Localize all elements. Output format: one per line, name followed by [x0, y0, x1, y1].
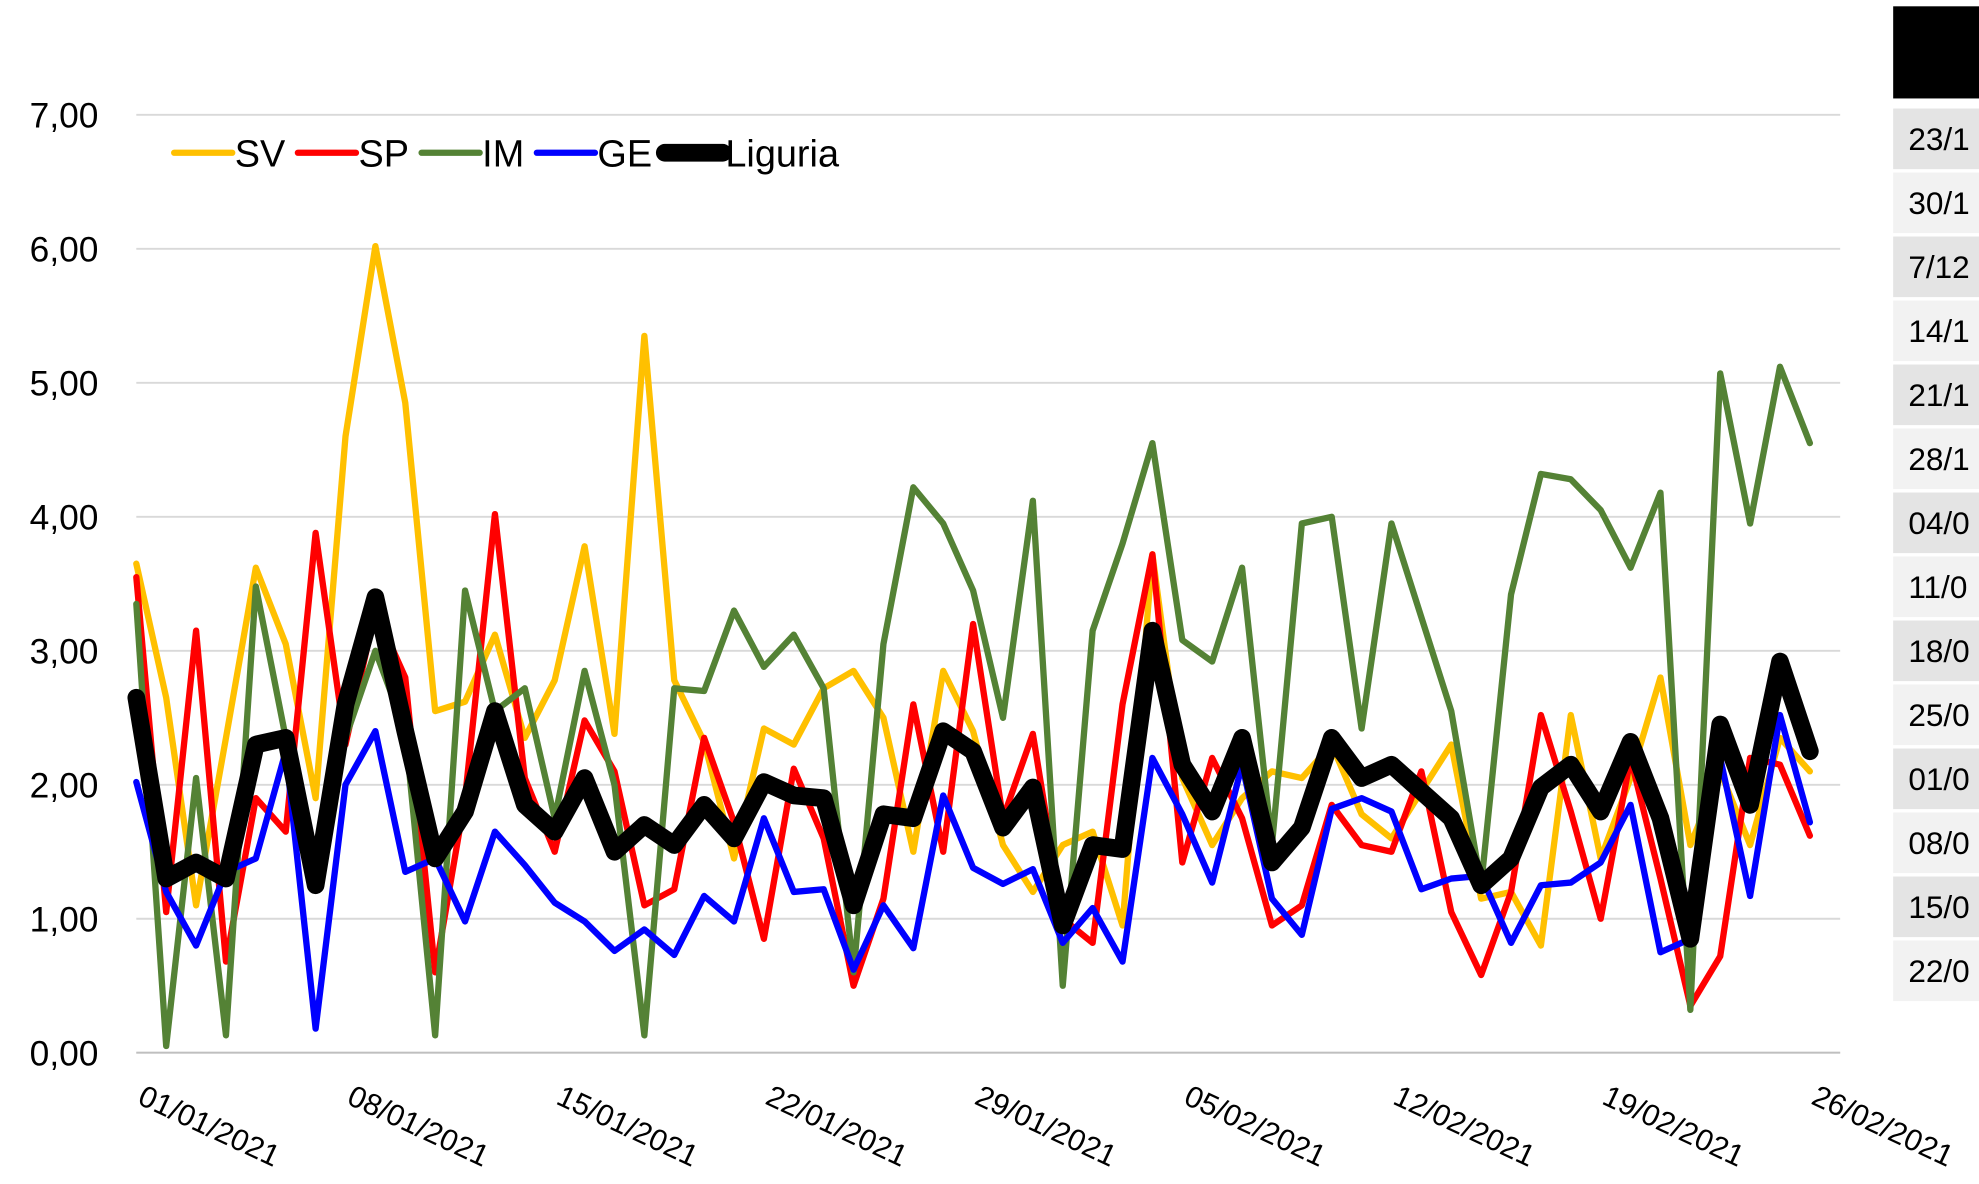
- table-cell: 7/12: [1908, 249, 1969, 285]
- table-row: [1893, 428, 1979, 490]
- table-cell: 28/1: [1908, 441, 1969, 477]
- x-tick-label: 15/01/2021: [552, 1080, 703, 1174]
- x-tick-label: 08/01/2021: [343, 1080, 494, 1174]
- table-cell: 21/1: [1908, 377, 1969, 413]
- y-tick-label: 6,00: [30, 230, 99, 269]
- x-tick-label: 26/02/2021: [1807, 1080, 1958, 1174]
- table-row: [1893, 748, 1979, 810]
- legend-label: SP: [358, 134, 409, 176]
- x-tick-label: 01/01/2021: [133, 1080, 284, 1174]
- series-line: [133, 711, 1814, 1032]
- legend-label: Liguria: [725, 134, 840, 176]
- series-line: [133, 243, 1814, 949]
- table-header: [1893, 6, 1979, 99]
- y-tick-label: 7,00: [30, 96, 99, 135]
- table-cell: 30/1: [1908, 185, 1969, 221]
- table-row: [1893, 172, 1979, 234]
- legend-label: GE: [597, 134, 652, 176]
- x-tick-label: 05/02/2021: [1179, 1080, 1330, 1174]
- table-cell: 22/0: [1908, 953, 1969, 989]
- table-row: [1893, 300, 1979, 362]
- table-row: [1893, 620, 1979, 682]
- table-cell: 11/0: [1908, 569, 1967, 605]
- y-tick-label: 3,00: [30, 632, 99, 671]
- table-row: [1893, 364, 1979, 426]
- table-cell: 14/1: [1908, 313, 1969, 349]
- table-cell: 23/1: [1908, 121, 1969, 157]
- table-row: [1893, 108, 1979, 170]
- table-cell: 18/0: [1908, 633, 1969, 669]
- y-tick-label: 5,00: [30, 364, 99, 403]
- series-line: [133, 363, 1814, 1050]
- table-cell: 25/0: [1908, 697, 1969, 733]
- y-tick-label: 0,00: [30, 1034, 99, 1073]
- x-tick-label: 29/01/2021: [970, 1080, 1121, 1174]
- series-line: [127, 588, 1819, 948]
- table-cell: 08/0: [1908, 825, 1969, 861]
- table-row: [1893, 684, 1979, 746]
- table-row: [1893, 940, 1979, 1002]
- table-row: [1893, 492, 1979, 554]
- x-tick-label: 19/02/2021: [1598, 1080, 1749, 1174]
- legend-label: IM: [482, 134, 524, 176]
- table-row: [1893, 812, 1979, 874]
- table-row: [1893, 876, 1979, 938]
- table-cell: 04/0: [1908, 505, 1969, 541]
- table-row: [1893, 236, 1979, 298]
- table-cell: 15/0: [1908, 889, 1969, 925]
- table-row: [1893, 556, 1979, 618]
- x-tick-label: 22/01/2021: [761, 1080, 912, 1174]
- y-tick-label: 1,00: [30, 900, 99, 939]
- x-tick-label: 12/02/2021: [1389, 1080, 1540, 1174]
- legend-label: SV: [235, 134, 286, 176]
- y-tick-label: 4,00: [30, 498, 99, 537]
- table-cell: 01/0: [1908, 761, 1969, 797]
- y-tick-label: 2,00: [30, 766, 99, 805]
